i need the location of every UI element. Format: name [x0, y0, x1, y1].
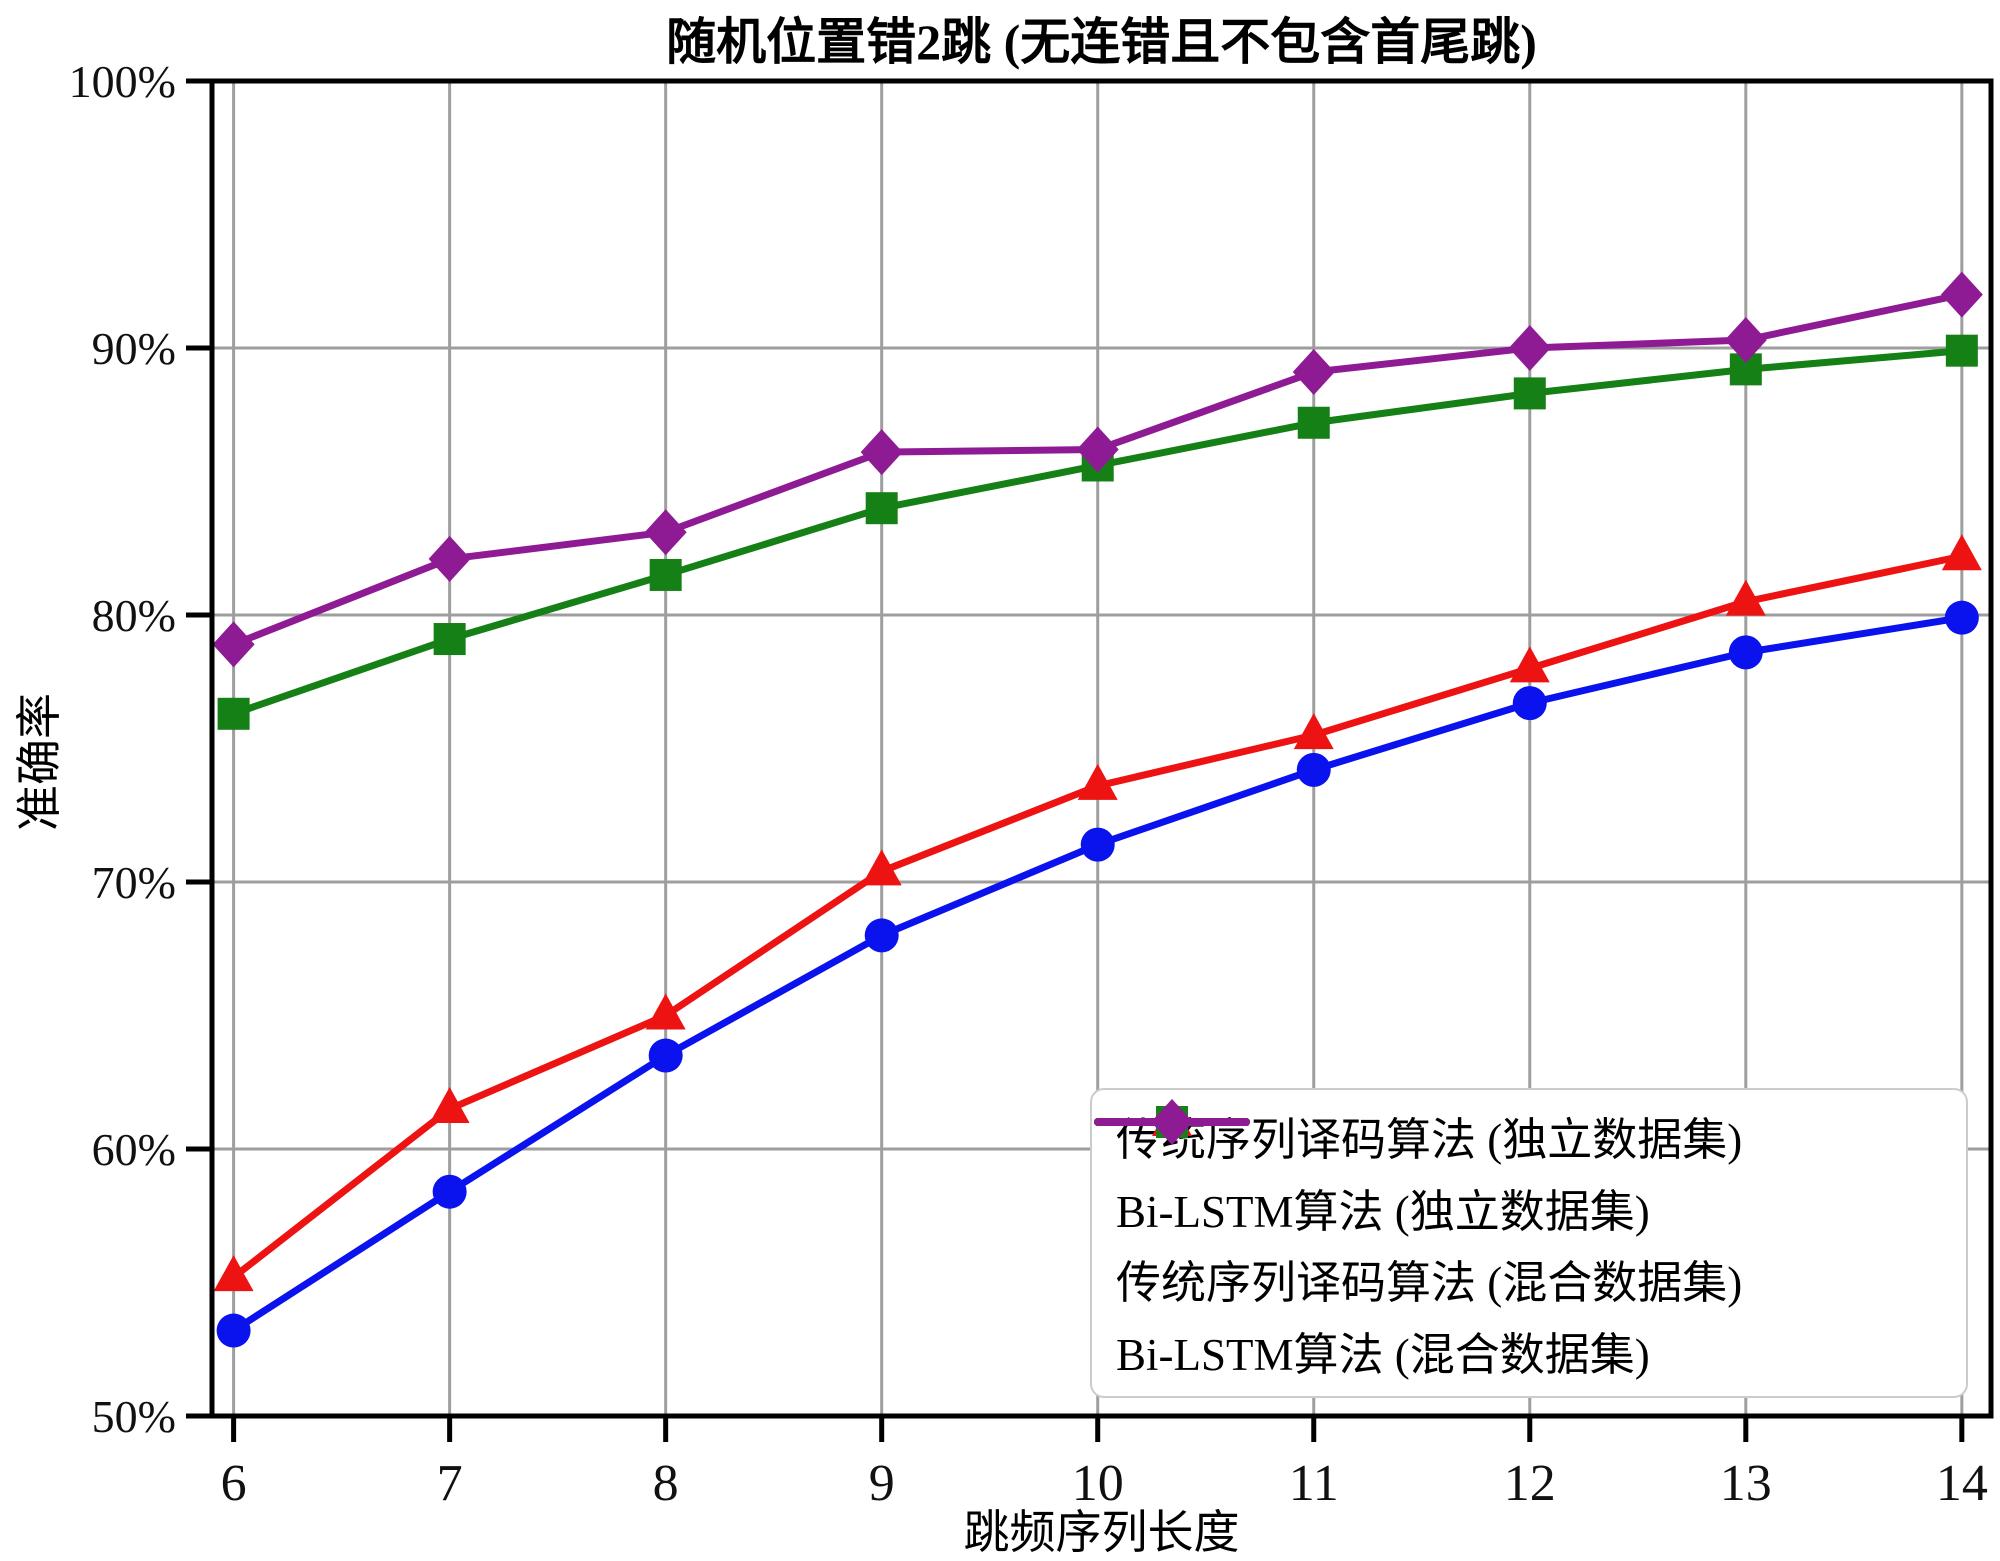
legend-item: Bi-LSTM算法 (混合数据集) — [1094, 1099, 1956, 1383]
x-tick-label: 11 — [1289, 1455, 1339, 1512]
marker-diamond — [1292, 349, 1335, 396]
y-tick-label: 60% — [92, 1124, 176, 1175]
marker-circle — [864, 918, 899, 953]
marker-square — [433, 623, 466, 656]
marker-triangle — [213, 1255, 254, 1292]
marker-triangle — [1077, 763, 1118, 800]
marker-circle — [648, 1038, 683, 1073]
axes-border — [209, 78, 1994, 1419]
marker-circle — [1512, 686, 1547, 721]
x-tick-label: 10 — [1072, 1455, 1124, 1512]
y-axis-label: 准确率 — [14, 693, 65, 831]
marker-diamond — [212, 621, 255, 668]
marker-diamond — [1724, 316, 1767, 363]
legend: 传统序列译码算法 (独立数据集) Bi-LSTM算法 (独立数据集) 传统序列译码算… — [1090, 1088, 1968, 1398]
y-tick-label: 50% — [92, 1391, 176, 1442]
marker-diamond — [1151, 1099, 1193, 1145]
marker-diamond — [1076, 426, 1119, 473]
y-tick-label: 90% — [92, 323, 176, 374]
marker-diamond — [1940, 271, 1983, 318]
chart-title: 随机位置错2跳 (无连错且不包含首尾跳) — [666, 14, 1537, 70]
marker-square — [217, 697, 250, 730]
x-tick-label: 6 — [221, 1455, 247, 1512]
x-tick-label: 14 — [1936, 1455, 1988, 1512]
marker-circle — [1080, 827, 1115, 862]
y-tick-label: 80% — [92, 590, 176, 641]
marker-circle — [216, 1313, 251, 1348]
marker-square — [865, 492, 898, 525]
marker-circle — [1296, 752, 1331, 787]
y-tick-label: 70% — [92, 857, 176, 908]
legend-item: Bi-LSTM算法 (独立数据集) — [1094, 1100, 1956, 1240]
marker-triangle — [1725, 579, 1766, 616]
x-tick-label: 8 — [653, 1455, 679, 1512]
legend-item-label: 传统序列译码算法 (混合数据集) — [1116, 1258, 1743, 1309]
marker-circle — [1944, 600, 1979, 635]
marker-triangle — [429, 1086, 470, 1123]
marker-diamond — [860, 429, 903, 476]
x-tick-label: 7 — [437, 1455, 463, 1512]
x-axis-label: 跳频序列长度 — [963, 1507, 1240, 1558]
legend-item-label: Bi-LSTM算法 (混合数据集) — [1116, 1329, 1650, 1380]
marker-circle — [1728, 635, 1763, 670]
marker-square — [1297, 406, 1330, 439]
legend-item: 传统序列译码算法 (混合数据集) — [1094, 1106, 1956, 1311]
marker-triangle — [861, 849, 902, 886]
marker-square — [1513, 377, 1546, 410]
legend-item-label: Bi-LSTM算法 (独立数据集) — [1116, 1186, 1650, 1237]
marker-diamond — [1508, 325, 1551, 371]
marker-circle — [432, 1174, 467, 1209]
marker-triangle — [645, 993, 686, 1030]
marker-diamond — [428, 535, 471, 582]
x-tick-label: 9 — [869, 1455, 895, 1512]
x-tick-label: 12 — [1504, 1455, 1556, 1512]
marker-square — [1945, 334, 1978, 367]
y-tick-label: 100% — [69, 56, 176, 107]
marker-triangle — [1293, 713, 1334, 750]
marker-diamond — [644, 509, 687, 556]
marker-square — [649, 558, 682, 591]
x-tick-label: 13 — [1720, 1455, 1772, 1512]
legend-marker-diamond — [1094, 1099, 1250, 1145]
marker-triangle — [1509, 646, 1550, 683]
marker-triangle — [1941, 534, 1982, 571]
